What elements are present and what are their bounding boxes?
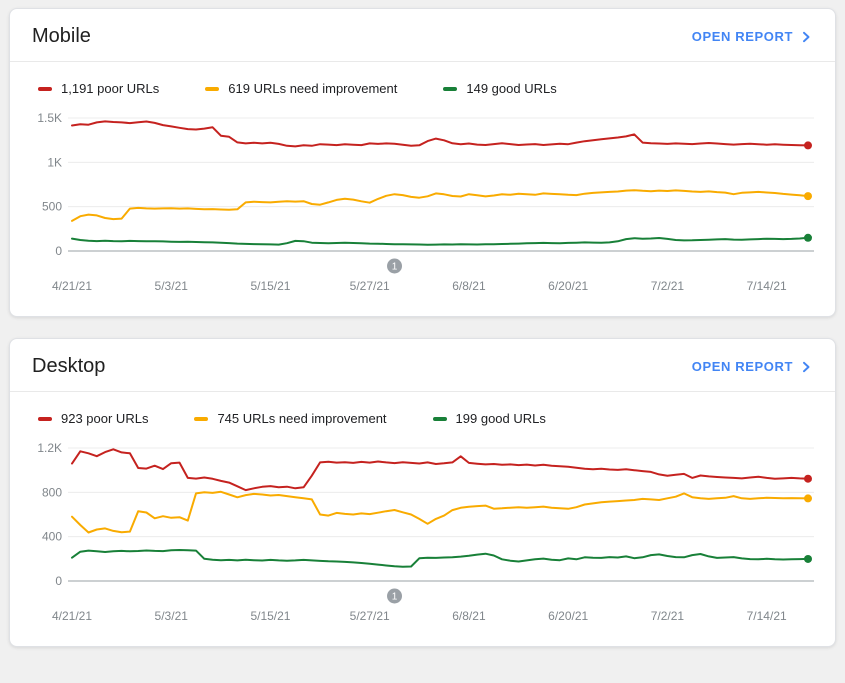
header-divider (10, 391, 835, 392)
good-legend-dash-icon (443, 86, 458, 91)
x-tick-label: 7/2/21 (651, 279, 685, 293)
mobile-open-report-link[interactable]: OPEN REPORT (692, 29, 813, 44)
chart-svg: 1.2K 800 400 0 4/21/21 5/3/21 5/15/21 5/27/21 6/… (37, 441, 814, 623)
x-tick-label: 7/14/21 (747, 609, 787, 623)
mobile-card-title: Mobile (32, 25, 91, 47)
y-tick-label: 0 (55, 244, 62, 258)
x-tick-label: 6/20/21 (548, 609, 588, 623)
poor-URLs-line (71, 120, 809, 148)
y-tick-label: 800 (42, 485, 62, 499)
annotation-badge-label: 1 (392, 592, 398, 603)
chevron-right-icon (799, 30, 813, 44)
chart-svg: 1.5K 1K 500 0 4/21/21 5/3/21 5/15/21 5/27/21 6/8… (37, 111, 814, 293)
poor-URLs-line (71, 448, 809, 492)
good-legend-dash-icon (432, 416, 447, 421)
legend-item-poor: 923 poor URLs (38, 411, 148, 426)
y-tick-label: 500 (42, 200, 62, 214)
x-tick-label: 5/15/21 (250, 279, 290, 293)
needs-improvement-legend-dash-icon (194, 416, 209, 421)
needs-improvement-legend-dash-icon (205, 86, 220, 91)
mobile-card: Mobile OPEN REPORT 1,191 poor URLs 619 U… (9, 8, 836, 317)
y-tick-label: 1K (47, 155, 62, 169)
x-tick-label: 6/8/21 (452, 279, 486, 293)
x-tick-label: 6/8/21 (452, 609, 486, 623)
x-tick-label: 5/15/21 (250, 609, 290, 623)
y-tick-label: 1.5K (37, 111, 62, 125)
legend-label: 149 good URLs (466, 81, 557, 96)
URLs-need-improvement-line (71, 490, 809, 534)
legend-item-good: 199 good URLs (432, 411, 546, 426)
URLs-need-improvement-line (71, 189, 809, 222)
desktop-open-report-link[interactable]: OPEN REPORT (692, 359, 813, 374)
legend-label: 745 URLs need improvement (217, 411, 387, 426)
mobile-legend: 1,191 poor URLs 619 URLs need improvemen… (10, 62, 835, 100)
x-tick-label: 5/27/21 (350, 279, 390, 293)
legend-item-needs-improvement: 619 URLs need improvement (205, 81, 397, 96)
poor-URLs-endpoint-dot (804, 474, 812, 483)
x-tick-label: 5/27/21 (350, 609, 390, 623)
header-divider (10, 61, 835, 62)
legend-label: 619 URLs need improvement (228, 81, 398, 96)
legend-item-good: 149 good URLs (443, 81, 557, 96)
x-tick-label: 5/3/21 (155, 609, 189, 623)
desktop-card-title: Desktop (32, 355, 106, 377)
x-tick-label: 4/21/21 (52, 609, 92, 623)
mobile-card-header: Mobile OPEN REPORT (10, 9, 835, 61)
legend-label: 1,191 poor URLs (61, 81, 160, 96)
poor-URLs-endpoint-dot (804, 141, 812, 150)
annotation-badge[interactable] (387, 588, 403, 604)
legend-item-needs-improvement: 745 URLs need improvement (194, 411, 387, 426)
URLs-need-improvement-endpoint-dot (804, 192, 812, 201)
chevron-right-icon (799, 360, 813, 374)
x-tick-label: 4/21/21 (52, 279, 92, 293)
good-URLs-endpoint-dot (804, 233, 812, 242)
URLs-need-improvement-endpoint-dot (804, 494, 812, 503)
good-URLs-endpoint-dot (804, 554, 812, 563)
x-tick-label: 6/20/21 (548, 279, 588, 293)
desktop-legend: 923 poor URLs 745 URLs need improvement … (10, 392, 835, 430)
annotation-badge-label: 1 (392, 262, 398, 273)
y-tick-label: 0 (55, 574, 62, 588)
desktop-card: Desktop OPEN REPORT 923 poor URLs 745 UR… (9, 338, 836, 647)
mobile-chart[interactable]: 1.5K 1K 500 0 4/21/21 5/3/21 5/15/21 5/27/21 6/8… (10, 100, 835, 316)
open-report-label: OPEN REPORT (691, 29, 793, 44)
open-report-label: OPEN REPORT (691, 359, 793, 374)
legend-label: 923 poor URLs (61, 411, 149, 426)
legend-label: 199 good URLs (455, 411, 546, 426)
y-tick-label: 400 (42, 530, 62, 544)
annotation-badge[interactable] (387, 258, 403, 274)
good-URLs-line (71, 236, 809, 246)
x-tick-label: 5/3/21 (155, 279, 189, 293)
y-tick-label: 1.2K (37, 441, 62, 455)
poor-legend-dash-icon (38, 416, 52, 421)
x-tick-label: 7/14/21 (747, 279, 787, 293)
desktop-chart[interactable]: 1.2K 800 400 0 4/21/21 5/3/21 5/15/21 5/27/21 6/… (10, 430, 835, 646)
good-URLs-line (71, 549, 809, 568)
desktop-card-header: Desktop OPEN REPORT (10, 339, 835, 391)
x-tick-label: 7/2/21 (651, 609, 685, 623)
legend-item-poor: 1,191 poor URLs (38, 81, 159, 96)
poor-legend-dash-icon (38, 86, 52, 91)
